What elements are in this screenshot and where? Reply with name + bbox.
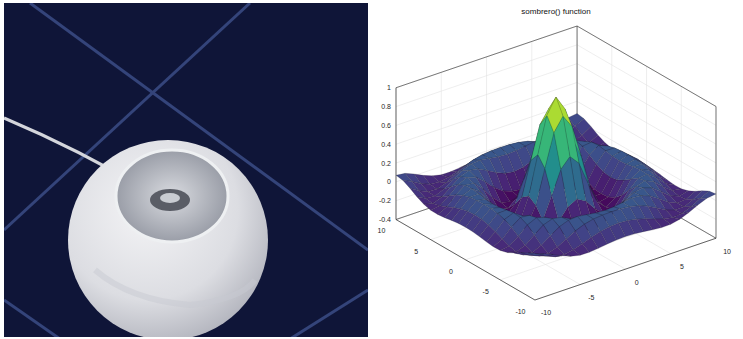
svg-text:0.4: 0.4	[381, 141, 391, 148]
svg-text:0.6: 0.6	[381, 122, 391, 129]
svg-text:5: 5	[414, 248, 418, 255]
svg-text:0: 0	[387, 178, 391, 185]
svg-text:sombrero() function: sombrero() function	[521, 7, 590, 16]
svg-text:0: 0	[635, 279, 639, 286]
svg-text:1: 1	[387, 84, 391, 91]
svg-text:-5: -5	[588, 294, 594, 301]
svg-text:-0.2: -0.2	[379, 197, 391, 204]
svg-text:10: 10	[723, 248, 731, 255]
svg-text:-5: -5	[483, 288, 489, 295]
svg-text:0.2: 0.2	[381, 160, 391, 167]
svg-text:-10: -10	[541, 309, 551, 316]
svg-text:10: 10	[378, 227, 386, 234]
svg-text:5: 5	[680, 263, 684, 270]
svg-text:-0.4: -0.4	[379, 216, 391, 223]
svg-text:0.8: 0.8	[381, 103, 391, 110]
svg-text:0: 0	[449, 268, 453, 275]
svg-text:-10: -10	[515, 308, 525, 315]
